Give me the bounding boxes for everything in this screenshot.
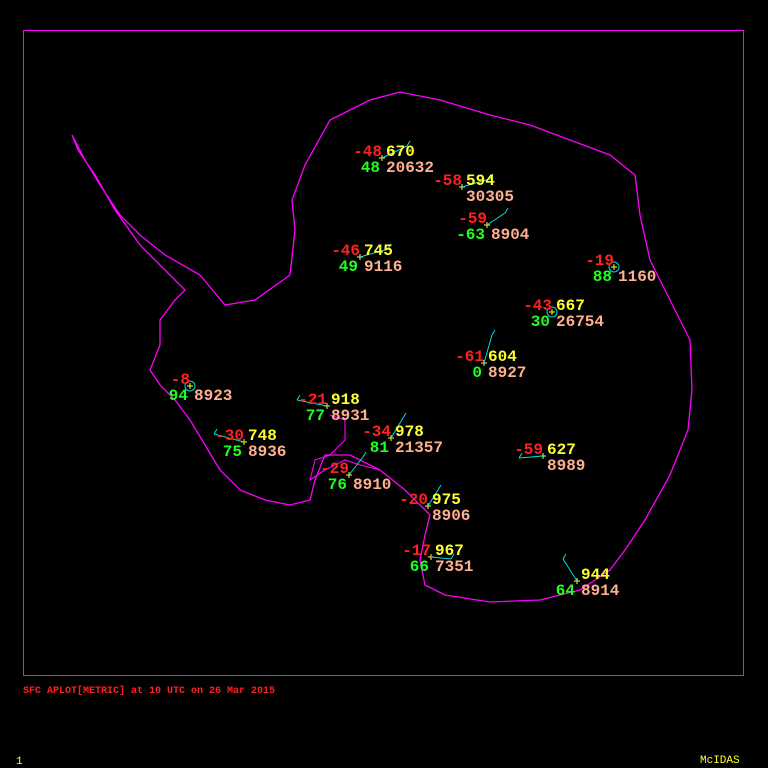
station-dewpoint: 0 <box>472 364 482 382</box>
wind-barb <box>430 556 452 560</box>
station-pressure: 604 <box>488 348 517 366</box>
station-dewpoint: 77 <box>305 407 325 425</box>
station-dewpoint: 88 <box>592 268 612 286</box>
station-id: 8906 <box>432 507 471 525</box>
station-id: 21357 <box>395 439 444 457</box>
station-dewpoint: 49 <box>338 258 358 276</box>
wind-barb <box>381 145 408 159</box>
station-temperature: -46 <box>331 242 360 260</box>
station-marker <box>459 173 494 190</box>
station-marker <box>346 451 367 478</box>
station-pressure: 670 <box>386 143 415 161</box>
station-pressure: 967 <box>435 542 464 560</box>
station-marker <box>608 261 620 273</box>
wind-barb <box>486 212 506 226</box>
station-dewpoint: 66 <box>409 558 429 576</box>
station-pressure: 627 <box>547 441 576 459</box>
station-id: 8923 <box>194 387 233 405</box>
station-temperature: -30 <box>215 427 244 445</box>
station-temperature: -59 <box>514 441 543 459</box>
coastline <box>71 91 693 603</box>
wind-barb <box>518 455 544 459</box>
station-temperature: -48 <box>353 143 382 161</box>
station-id: 26754 <box>556 313 605 331</box>
plot-title: SFC APLOT[METRIC] at 10 UTC on 26 Mar 20… <box>23 686 276 697</box>
station-pressure: 748 <box>248 427 277 445</box>
station-marker <box>546 306 558 318</box>
wind-barb <box>296 399 328 407</box>
station-temperature: -29 <box>320 460 349 478</box>
ice-shelf-edge <box>309 414 381 482</box>
brand-label: McIDAS <box>700 755 740 767</box>
station-temperature: -19 <box>585 252 614 270</box>
station-dewpoint: 75 <box>222 443 242 461</box>
station-marker <box>428 553 455 560</box>
station-id: 9116 <box>364 258 403 276</box>
station-id: 8931 <box>331 407 370 425</box>
station-id: 8927 <box>488 364 527 382</box>
station-marker <box>357 243 392 260</box>
station-id: 30305 <box>466 188 515 206</box>
station-pressure: 978 <box>395 423 424 441</box>
wind-barb <box>427 489 439 507</box>
station-dewpoint: 81 <box>369 439 389 457</box>
calm-wind-circle <box>608 261 620 273</box>
station-dewpoint: 76 <box>327 476 347 494</box>
station-marker <box>425 484 442 509</box>
station-id: 8904 <box>491 226 530 244</box>
station-marker <box>379 140 411 161</box>
station-marker <box>388 412 407 441</box>
station-temperature: -59 <box>458 210 487 228</box>
station-temperature: -61 <box>455 348 484 366</box>
station-temperature: -43 <box>523 297 552 315</box>
wind-barb <box>461 178 491 188</box>
calm-wind-circle <box>184 380 196 392</box>
station-pressure: 745 <box>364 242 393 260</box>
wind-barb <box>348 456 364 476</box>
station-marker <box>481 329 496 366</box>
station-dewpoint: -63 <box>456 226 485 244</box>
station-id: 8989 <box>547 457 586 475</box>
station-dewpoint: 64 <box>555 582 575 600</box>
station-temperature: -17 <box>402 542 431 560</box>
station-id: 1160 <box>618 268 657 286</box>
map-frame <box>23 30 744 676</box>
station-temperature: -21 <box>298 391 327 409</box>
station-dewpoint: 48 <box>360 159 380 177</box>
station-marker <box>484 207 509 228</box>
station-id: 20632 <box>386 159 435 177</box>
calm-wind-circle <box>546 306 558 318</box>
station-pressure: 594 <box>466 172 495 190</box>
station-pressure: 667 <box>556 297 585 315</box>
station-id: 8914 <box>581 582 620 600</box>
station-dewpoint: 94 <box>168 387 188 405</box>
station-marker <box>213 428 247 445</box>
station-id: 7351 <box>435 558 474 576</box>
station-temperature: -34 <box>362 423 391 441</box>
station-dewpoint: 30 <box>530 313 550 331</box>
wind-barb <box>483 334 493 364</box>
station-pressure: 918 <box>331 391 360 409</box>
station-marker <box>184 380 196 392</box>
wind-barb <box>562 558 578 582</box>
station-temperature: -58 <box>433 172 462 190</box>
station-temperature: -8 <box>170 371 190 389</box>
station-pressure: 944 <box>581 566 610 584</box>
station-marker <box>296 394 330 409</box>
wind-barb <box>359 248 389 258</box>
station-temperature: -20 <box>399 491 428 509</box>
wind-barb <box>390 417 404 439</box>
station-marker <box>518 452 546 459</box>
station-id: 8910 <box>353 476 392 494</box>
station-marker <box>562 553 580 584</box>
frame-number: 1 <box>16 756 23 768</box>
wind-barb <box>213 433 245 443</box>
station-id: 8936 <box>248 443 287 461</box>
station-pressure: 975 <box>432 491 461 509</box>
